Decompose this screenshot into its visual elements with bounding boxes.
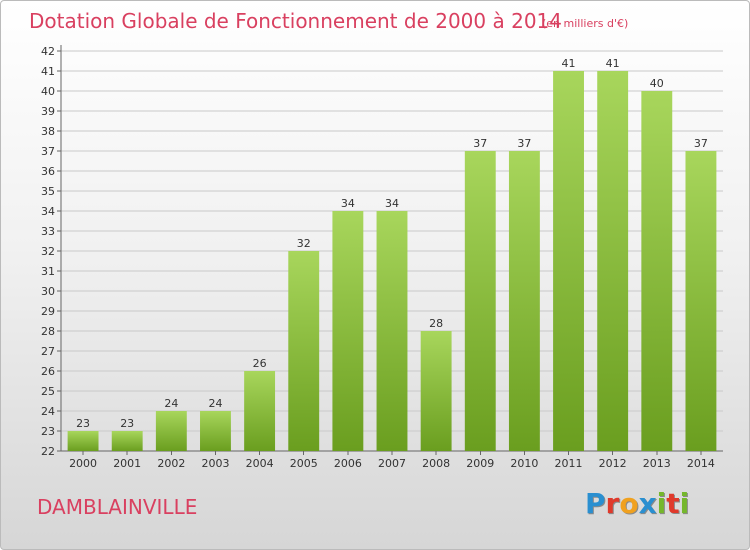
bar-2010 <box>508 151 540 451</box>
x-tick-label: 2012 <box>599 457 627 470</box>
y-tick-label: 37 <box>41 145 55 158</box>
chart-subtitle: (en milliers d'€) <box>542 17 629 30</box>
axes: 22 23 24 25 26 27 28 29 30 31 32 33 34 35 36 37 38 39 40 41… <box>41 45 723 470</box>
data-label-2013: 40 <box>650 77 664 90</box>
y-tick-label: 28 <box>41 325 55 338</box>
data-label-2002: 24 <box>164 397 178 410</box>
x-tick-label: 2008 <box>422 457 450 470</box>
logo-letter: x <box>638 487 657 520</box>
bar-2011 <box>553 71 584 451</box>
data-label-2014: 37 <box>694 137 708 150</box>
x-tick-label: 2002 <box>157 457 185 470</box>
y-tick-label: 32 <box>41 245 55 258</box>
logo-letter: t <box>666 487 680 520</box>
x-tick-label: 2000 <box>69 457 97 470</box>
bar-2004 <box>244 371 276 451</box>
bars <box>67 71 717 451</box>
proxiti-logo[interactable]: Proxiti <box>585 487 689 520</box>
y-tick-label: 36 <box>41 165 55 178</box>
bar-2005 <box>288 251 320 451</box>
data-label-2008: 28 <box>429 317 443 330</box>
data-label-2003: 24 <box>208 397 222 410</box>
logo-letter: o <box>619 487 639 520</box>
x-tick-label: 2001 <box>113 457 141 470</box>
x-tick-label: 2005 <box>290 457 318 470</box>
x-tick-label: 2014 <box>687 457 715 470</box>
bar-2002 <box>155 411 187 451</box>
data-label-2010: 37 <box>517 137 531 150</box>
bar-2000 <box>67 431 99 451</box>
y-tick-label: 33 <box>41 225 55 238</box>
commune-name: DAMBLAINVILLE <box>37 495 198 519</box>
y-tick-label: 41 <box>41 65 55 78</box>
x-tick-label: 2004 <box>246 457 274 470</box>
y-tick-label: 23 <box>41 425 55 438</box>
x-tick-label: 2013 <box>643 457 671 470</box>
y-tick-label: 24 <box>41 405 55 418</box>
x-tick-label: 2003 <box>201 457 229 470</box>
data-label-2012: 41 <box>606 57 620 70</box>
logo-letter: r <box>605 487 620 520</box>
chart-title: Dotation Globale de Fonctionnement de 20… <box>29 9 562 33</box>
data-label-2011: 41 <box>562 57 576 70</box>
y-tick-label: 31 <box>41 265 55 278</box>
bar-2003 <box>200 411 231 451</box>
x-tick-label: 2007 <box>378 457 406 470</box>
bar-2008 <box>420 331 452 451</box>
y-tick-label: 26 <box>41 365 55 378</box>
y-tick-label: 25 <box>41 385 55 398</box>
y-tick-label: 40 <box>41 85 55 98</box>
data-label-2001: 23 <box>120 417 134 430</box>
x-tick-label: 2009 <box>466 457 494 470</box>
data-labels: 23 23 24 24 26 32 34 34 28 37 37 41 41 40 37 <box>76 57 708 430</box>
y-tick-label: 29 <box>41 305 55 318</box>
y-tick-label: 39 <box>41 105 55 118</box>
y-tick-label: 42 <box>41 45 55 58</box>
bar-2014 <box>685 151 717 451</box>
data-label-2005: 32 <box>297 237 311 250</box>
y-tick-label: 38 <box>41 125 55 138</box>
data-label-2009: 37 <box>473 137 487 150</box>
bar-2013 <box>641 91 673 451</box>
bar-2001 <box>111 431 143 451</box>
logo-letter: i <box>656 487 667 520</box>
logo-letter: P <box>585 487 606 520</box>
data-label-2000: 23 <box>76 417 90 430</box>
data-label-2006: 34 <box>341 197 355 210</box>
bar-2012 <box>597 71 629 451</box>
x-tick-label: 2011 <box>555 457 583 470</box>
y-tick-label: 27 <box>41 345 55 358</box>
bar-2007 <box>376 211 408 451</box>
y-tick-label: 34 <box>41 205 55 218</box>
data-label-2007: 34 <box>385 197 399 210</box>
y-tick-label: 30 <box>41 285 55 298</box>
data-label-2004: 26 <box>253 357 267 370</box>
bar-2006 <box>332 211 364 451</box>
y-tick-label: 35 <box>41 185 55 198</box>
x-tick-label: 2006 <box>334 457 362 470</box>
x-tick-label: 2010 <box>510 457 538 470</box>
logo-letter: i <box>679 487 690 520</box>
bar-2009 <box>464 151 496 451</box>
y-tick-label: 22 <box>41 445 55 458</box>
